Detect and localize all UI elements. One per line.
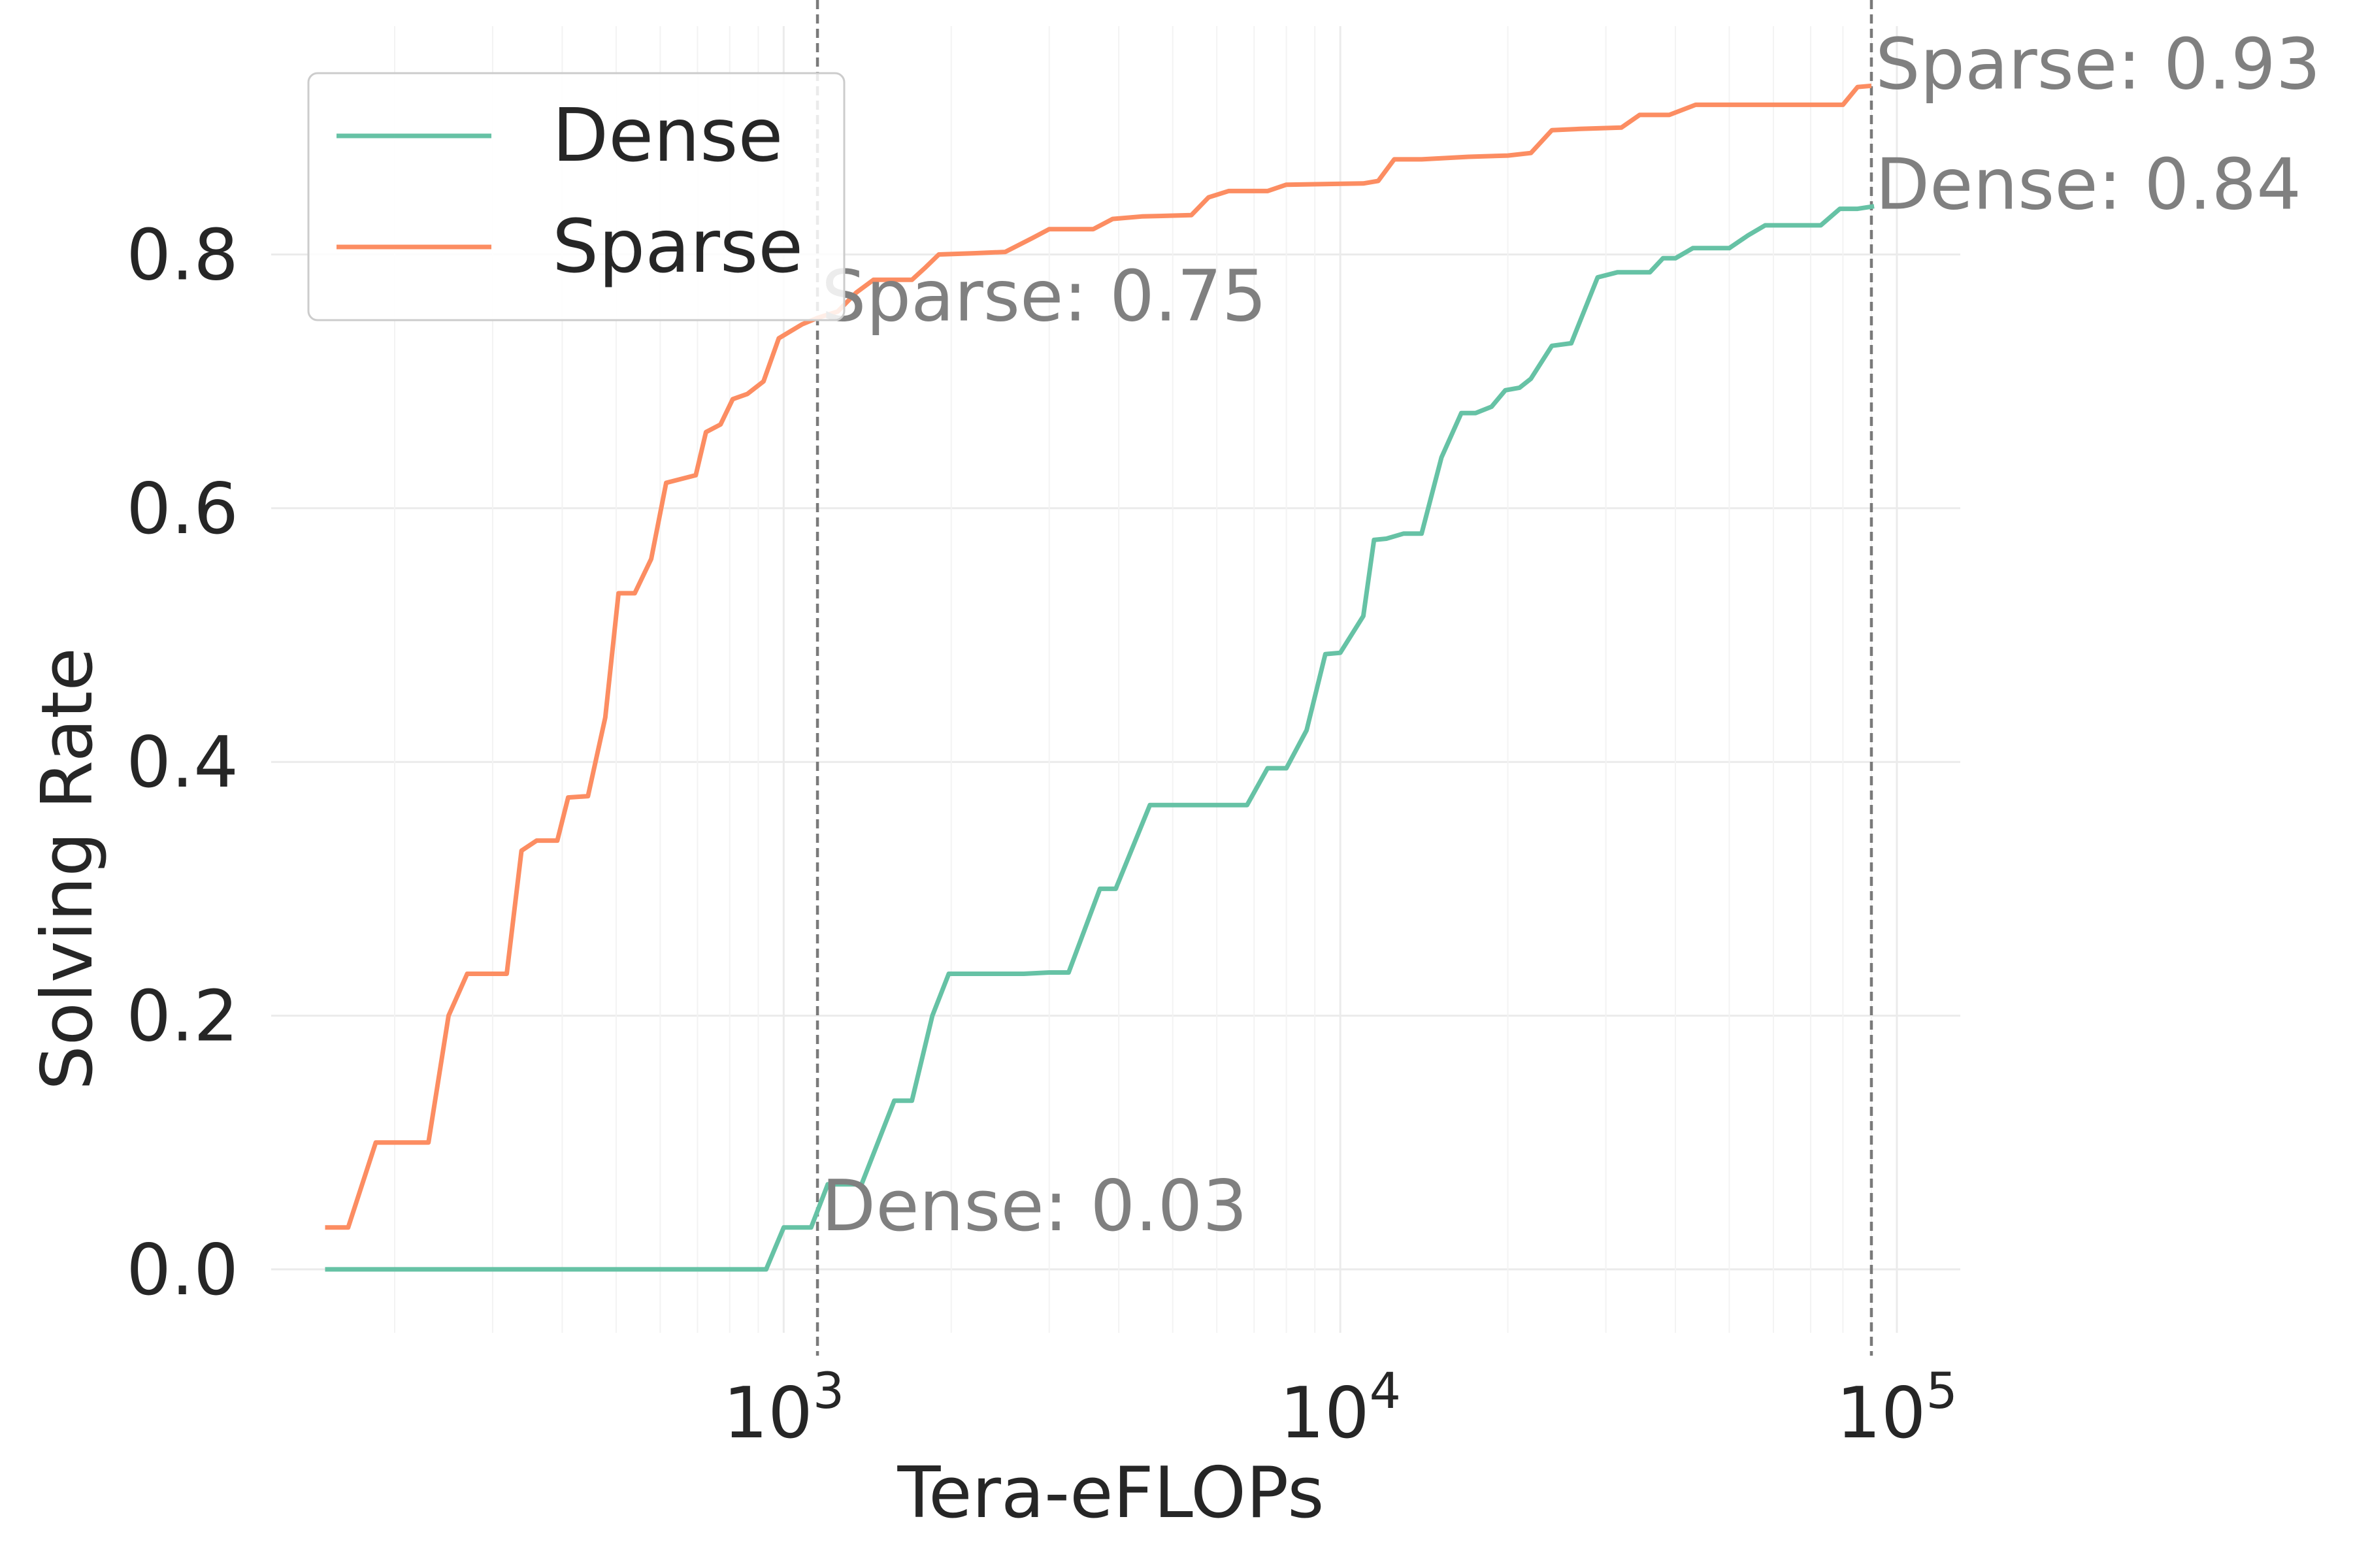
y-axis-ticks: 0.0 0.2 0.4 0.6 0.8 [126,215,239,1311]
reference-lines [815,0,1873,1356]
x-tick-label: 103 [723,1362,844,1454]
x-tick-label: 105 [1836,1362,1958,1454]
series-line-sparse [325,83,1872,1230]
series-lines [325,83,1875,1272]
y-tick-label: 0.4 [126,722,239,804]
x-axis-label: Tera-eFLOPs [897,1452,1324,1534]
y-tick-label: 0.6 [126,468,239,550]
x-axis-ticks: 103 104 105 [723,1362,1957,1454]
annotation-label: Dense: 0.84 [1875,144,2301,226]
annotations: Sparse: 0.75 Dense: 0.03 Sparse: 0.93 Dense… [821,24,2321,1247]
annotation-label: Dense: 0.03 [821,1166,1247,1247]
annotation-label: Sparse: 0.93 [1875,24,2321,105]
annotation-label: Sparse: 0.75 [821,256,1267,338]
legend: Dense Sparse [307,72,846,321]
legend-label-dense: Dense [552,93,783,178]
legend-label-sparse: Sparse [552,204,803,289]
y-tick-label: 0.2 [126,976,239,1058]
x-tick-label: 104 [1279,1362,1401,1454]
y-axis-label: Solving Rate [27,647,108,1090]
series-line-dense [325,204,1875,1272]
y-tick-label: 0.0 [126,1230,239,1311]
y-tick-label: 0.8 [126,215,239,297]
